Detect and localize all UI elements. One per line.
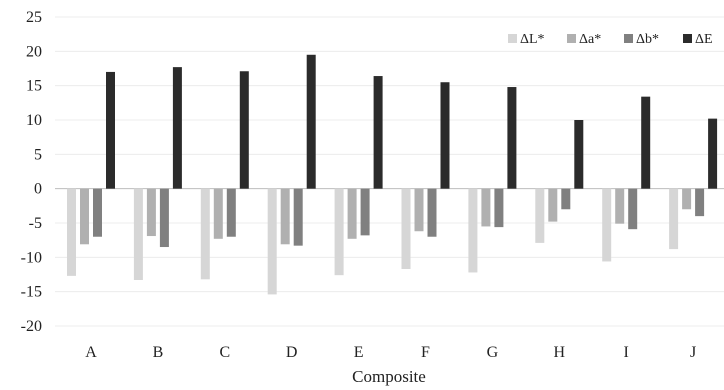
x-tick-label: G [487,344,499,361]
bar [574,120,584,189]
y-tick-label: -10 [21,249,42,266]
bar [615,188,625,224]
bar [602,188,612,262]
bar [106,71,115,189]
x-tick-label: I [624,344,629,361]
bar [628,188,638,230]
bar [401,188,411,270]
bar [507,87,517,189]
bar [200,188,210,280]
legend-swatch [508,34,517,43]
bars [67,54,718,295]
y-axis-ticks: 25 20 15 10 5 0 -5 -10 -15 -20 [21,9,42,335]
x-tick-label: E [354,344,364,361]
y-tick-label: 15 [26,78,42,95]
bar [280,188,290,245]
bar [548,188,558,222]
bar [347,188,357,239]
bar [708,118,718,189]
y-tick-label: 0 [34,181,42,198]
y-tick-label: 20 [26,43,42,60]
x-tick-label: C [219,344,230,361]
x-tick-label: F [421,344,430,361]
x-tick-label: B [153,344,164,361]
bar [159,188,169,248]
legend-swatch [567,34,576,43]
bar [67,188,76,276]
bar [226,188,236,237]
y-tick-label: -5 [29,215,42,232]
bar [133,188,143,280]
y-tick-label: 5 [34,146,42,163]
y-tick-label: 10 [26,112,42,129]
bar [682,188,692,210]
bar [334,188,344,276]
legend-label: Δb* [636,32,659,47]
bar [373,76,383,189]
bar [468,188,478,273]
bar [213,188,223,239]
bar [360,188,370,236]
bar [93,188,102,237]
x-tick-label: H [554,344,566,361]
y-tick-label: -15 [21,284,42,301]
bar [535,188,545,243]
bar [172,67,182,189]
bar [80,188,89,245]
bar [427,188,437,237]
bar [695,188,705,217]
y-tick-label: 25 [26,9,42,26]
bar [414,188,424,232]
bar [481,188,491,227]
legend-label: ΔE [695,32,713,47]
legend-swatch [683,34,692,43]
bar [293,188,303,246]
bar [669,188,679,250]
bar [239,71,249,189]
x-tick-label: J [690,344,696,361]
legend-label: ΔL* [520,32,545,47]
bar [306,54,316,189]
bar [494,188,504,228]
legend-swatch [624,34,633,43]
x-axis-title: Composite [352,367,426,386]
x-tick-label: A [85,344,97,361]
bar [641,96,651,189]
x-axis-ticks: A B C D E F G H I J [85,344,696,361]
bar [146,188,156,237]
legend-label: Δa* [579,32,601,47]
bar [561,188,571,210]
gridlines [55,16,724,327]
legend: ΔL* Δa* Δb* ΔE [508,32,713,47]
bar [267,188,277,295]
y-tick-label: -20 [21,318,42,335]
bar [440,82,450,189]
x-tick-label: D [286,344,298,361]
